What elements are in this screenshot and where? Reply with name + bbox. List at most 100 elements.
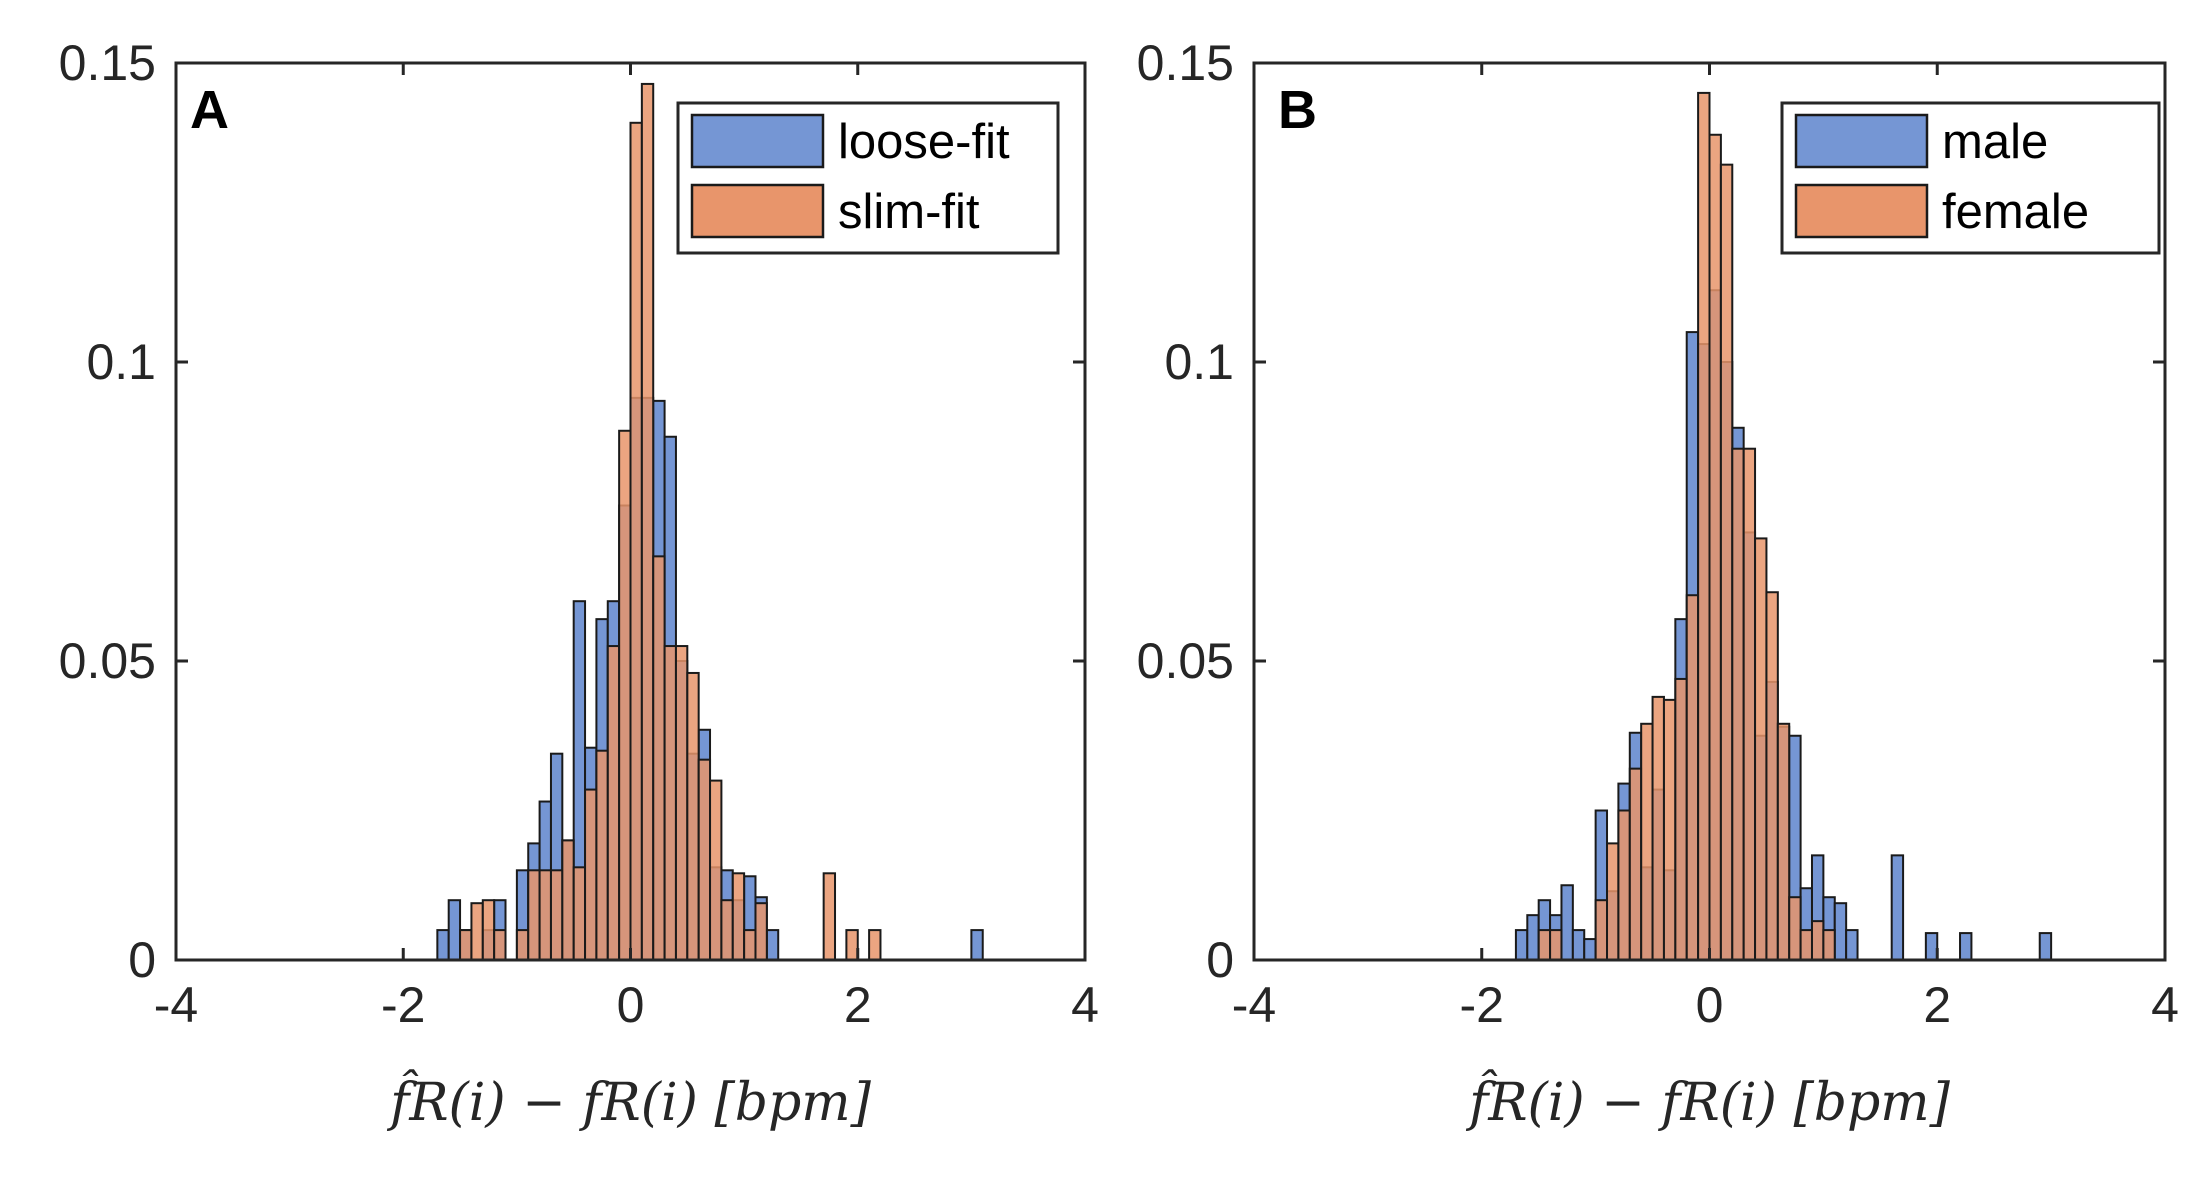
bar-female xyxy=(1537,929,1552,961)
bar-slim-fit xyxy=(538,869,552,961)
bar-slim-fit xyxy=(572,866,587,961)
bar-female xyxy=(1754,537,1768,961)
bar-male xyxy=(1571,929,1586,961)
bar-male xyxy=(2038,932,2053,962)
bar-slim-fit xyxy=(561,839,575,962)
bar-female xyxy=(1810,920,1825,962)
x-tick-label: 2 xyxy=(1923,977,1951,1033)
bar-slim-fit xyxy=(674,645,689,961)
panel-a-legend[interactable]: loose-fit slim-fit xyxy=(676,101,1060,255)
bar-female xyxy=(1662,698,1677,961)
y-tick-label: 0.1 xyxy=(1164,334,1234,390)
bar-slim-fit xyxy=(743,929,757,961)
bar-slim-fit xyxy=(493,929,507,961)
bar-slim-fit xyxy=(652,555,666,961)
y-tick-label: 0 xyxy=(1206,932,1234,988)
bar-slim-fit xyxy=(822,872,837,961)
bar-female xyxy=(1742,447,1757,961)
bar-female xyxy=(1606,842,1620,962)
panel-b-x-axis-label: f̂R(i) − fR(i) [bpm] xyxy=(1465,1070,1951,1133)
bar-slim-fit xyxy=(629,121,643,962)
panel-b-bars xyxy=(1514,91,2053,962)
bar-female xyxy=(1628,767,1643,962)
bar-slim-fit xyxy=(515,929,530,961)
bar-slim-fit xyxy=(720,899,734,962)
bar-slim-fit xyxy=(754,902,768,962)
series-slim-fit xyxy=(459,82,882,962)
bar-slim-fit xyxy=(470,902,484,962)
bar-female xyxy=(1685,594,1700,961)
bar-female xyxy=(1549,929,1563,961)
x-tick-label: -2 xyxy=(1460,977,1504,1033)
y-tick-label: 0.05 xyxy=(1137,633,1234,689)
bar-slim-fit xyxy=(868,929,882,961)
bar-female xyxy=(1651,695,1665,961)
x-tick-label: 0 xyxy=(617,977,645,1033)
x-tick-label: -2 xyxy=(381,977,425,1033)
bar-slim-fit xyxy=(709,779,723,961)
bar-female xyxy=(1617,809,1631,961)
x-tick-label: -4 xyxy=(1232,977,1276,1033)
bar-female xyxy=(1674,677,1688,961)
bar-slim-fit xyxy=(686,671,700,962)
x-tick-label: 4 xyxy=(2151,977,2179,1033)
bar-male xyxy=(1890,854,1905,961)
bar-slim-fit xyxy=(549,869,564,961)
bar-male xyxy=(1514,929,1529,961)
bar-slim-fit xyxy=(606,645,621,961)
bar-male xyxy=(1583,938,1597,962)
bar-female xyxy=(1822,929,1836,961)
x-tick-label: 4 xyxy=(1071,977,1099,1033)
bar-loose-fit xyxy=(765,929,780,961)
bar-female xyxy=(1640,722,1654,961)
bar-loose-fit xyxy=(447,899,462,962)
panel-a-x-axis-label: f̂R(i) − fR(i) [bpm] xyxy=(386,1070,872,1133)
legend-label-slim-fit: slim-fit xyxy=(838,185,980,239)
legend-swatch-female xyxy=(1794,183,1929,239)
bar-slim-fit xyxy=(640,82,655,962)
bar-male xyxy=(1526,914,1540,962)
series-female xyxy=(1537,91,1836,962)
panel-a: -4 -2 0 2 400.050.10.15 A loose-fitslim-fit … xyxy=(59,35,1099,1133)
bar-slim-fit xyxy=(527,869,541,961)
panel-b-legend[interactable]: male female xyxy=(1780,101,2161,255)
bar-slim-fit xyxy=(459,929,473,961)
bar-male xyxy=(1833,902,1848,962)
bar-female xyxy=(1719,163,1734,962)
panel-a-label: A xyxy=(190,80,229,140)
bar-slim-fit xyxy=(595,749,609,962)
bar-loose-fit xyxy=(436,929,450,961)
bar-slim-fit xyxy=(584,788,598,961)
y-tick-label: 0.15 xyxy=(1137,35,1234,91)
bar-slim-fit xyxy=(845,929,859,961)
y-tick-label: 0 xyxy=(128,932,156,988)
bar-female xyxy=(1788,896,1802,962)
bar-female xyxy=(1708,133,1722,961)
bar-slim-fit xyxy=(697,758,712,961)
y-tick-label: 0.05 xyxy=(59,633,156,689)
panel-b: -4 -2 0 2 4 0 0.05 0.1 0.15 B male female f̂R(i) … xyxy=(1137,35,2179,1133)
bar-female xyxy=(1799,929,1813,961)
legend-label-female: female xyxy=(1942,185,2089,239)
y-tick-label: 0.15 xyxy=(59,35,156,91)
bar-male xyxy=(1560,884,1574,961)
x-tick-label: -4 xyxy=(154,977,198,1033)
legend-swatch-slim-fit xyxy=(690,183,825,239)
bar-female xyxy=(1765,591,1779,961)
legend-swatch-loose-fit xyxy=(690,113,825,169)
bar-male xyxy=(1959,932,1973,962)
bar-slim-fit xyxy=(731,872,746,961)
bar-loose-fit xyxy=(970,929,984,961)
bar-female xyxy=(1594,899,1609,962)
panel-b-label: B xyxy=(1278,80,1317,140)
legend-label-male: male xyxy=(1942,115,2048,169)
bar-slim-fit xyxy=(663,645,677,961)
panel-a-bars xyxy=(436,82,984,962)
bar-female xyxy=(1776,722,1791,961)
legend-swatch-male xyxy=(1794,113,1929,169)
bar-male xyxy=(1924,932,1939,962)
legend-label-loose-fit: loose-fit xyxy=(838,115,1010,169)
bar-female xyxy=(1731,447,1745,961)
bar-slim-fit xyxy=(481,899,496,962)
